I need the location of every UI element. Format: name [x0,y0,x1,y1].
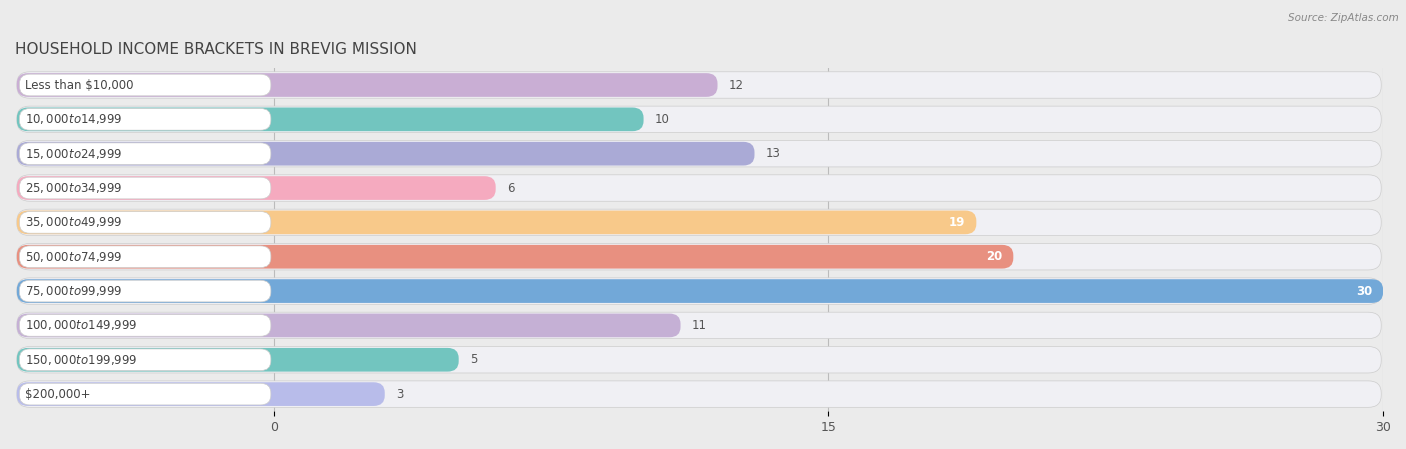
Text: $15,000 to $24,999: $15,000 to $24,999 [25,147,122,161]
FancyBboxPatch shape [17,313,681,337]
Text: Less than $10,000: Less than $10,000 [25,79,134,92]
Text: 20: 20 [986,250,1002,263]
FancyBboxPatch shape [20,109,271,130]
FancyBboxPatch shape [20,246,271,268]
Text: Source: ZipAtlas.com: Source: ZipAtlas.com [1288,13,1399,23]
FancyBboxPatch shape [17,278,1381,304]
FancyBboxPatch shape [17,107,644,131]
Text: 19: 19 [949,216,966,229]
Text: $150,000 to $199,999: $150,000 to $199,999 [25,353,138,367]
Text: HOUSEHOLD INCOME BRACKETS IN BREVIG MISSION: HOUSEHOLD INCOME BRACKETS IN BREVIG MISS… [15,42,416,57]
Text: 11: 11 [692,319,707,332]
FancyBboxPatch shape [17,175,1381,201]
FancyBboxPatch shape [17,312,1381,339]
FancyBboxPatch shape [17,243,1381,270]
FancyBboxPatch shape [17,381,1381,407]
Text: 10: 10 [655,113,669,126]
Text: $35,000 to $49,999: $35,000 to $49,999 [25,216,122,229]
Text: 13: 13 [766,147,780,160]
Text: $25,000 to $34,999: $25,000 to $34,999 [25,181,122,195]
Text: $50,000 to $74,999: $50,000 to $74,999 [25,250,122,264]
Text: 5: 5 [470,353,477,366]
Text: $10,000 to $14,999: $10,000 to $14,999 [25,112,122,126]
FancyBboxPatch shape [20,383,271,405]
Text: 12: 12 [728,79,744,92]
FancyBboxPatch shape [17,209,1381,236]
FancyBboxPatch shape [17,382,385,406]
FancyBboxPatch shape [17,141,1381,167]
FancyBboxPatch shape [17,176,496,200]
FancyBboxPatch shape [20,349,271,370]
FancyBboxPatch shape [17,245,1014,269]
FancyBboxPatch shape [17,211,976,234]
Text: $100,000 to $149,999: $100,000 to $149,999 [25,318,138,332]
Text: 30: 30 [1355,285,1372,298]
FancyBboxPatch shape [17,279,1384,303]
Text: 6: 6 [506,181,515,194]
FancyBboxPatch shape [17,348,458,372]
FancyBboxPatch shape [17,72,1381,98]
FancyBboxPatch shape [17,106,1381,132]
FancyBboxPatch shape [17,347,1381,373]
FancyBboxPatch shape [20,280,271,302]
FancyBboxPatch shape [17,73,717,97]
Text: $200,000+: $200,000+ [25,387,91,401]
Text: 3: 3 [396,387,404,401]
FancyBboxPatch shape [20,143,271,164]
FancyBboxPatch shape [20,211,271,233]
FancyBboxPatch shape [17,142,755,166]
FancyBboxPatch shape [20,177,271,199]
FancyBboxPatch shape [20,315,271,336]
Text: $75,000 to $99,999: $75,000 to $99,999 [25,284,122,298]
FancyBboxPatch shape [20,74,271,96]
